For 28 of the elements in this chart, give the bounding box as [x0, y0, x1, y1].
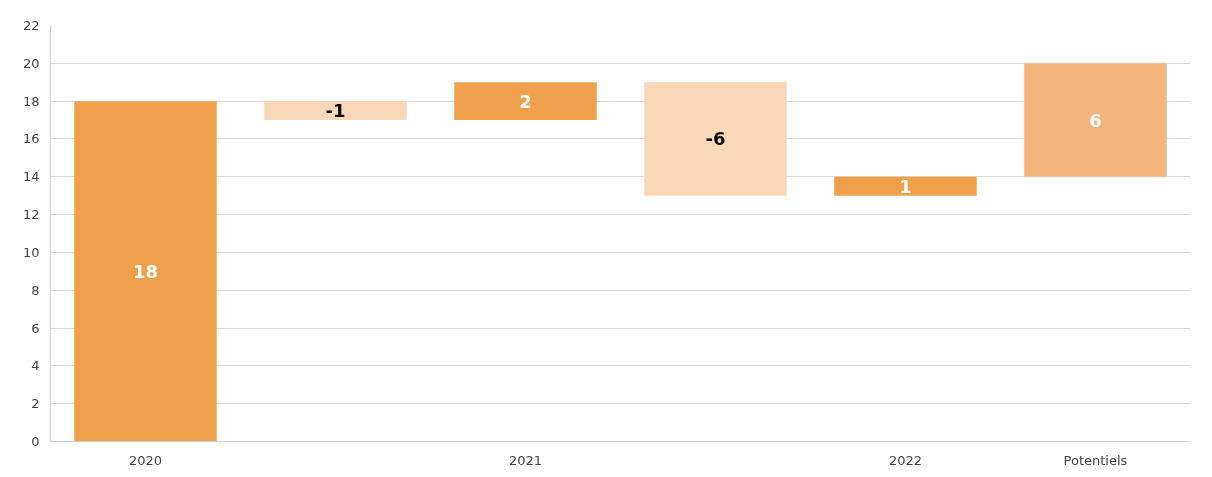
- y-tick-label: 2: [31, 396, 40, 412]
- y-tick-label: 14: [22, 169, 40, 185]
- bar: [264, 101, 407, 121]
- bar: [454, 82, 597, 121]
- y-tick-label: 18: [22, 93, 40, 109]
- y-tick-label: 8: [31, 282, 40, 298]
- data-label: 2: [519, 90, 532, 112]
- bar: [1024, 63, 1167, 177]
- y-tick-label: 4: [31, 358, 40, 374]
- bar: [834, 176, 977, 196]
- data-label: 6: [1089, 109, 1102, 131]
- bar: [644, 82, 787, 196]
- x-tick-label: 2021: [508, 452, 543, 468]
- y-tick-label: 20: [22, 55, 40, 71]
- x-tick-label: Potentiels: [1063, 452, 1128, 468]
- x-tick-label: 2020: [128, 452, 163, 468]
- data-label: -6: [705, 128, 726, 150]
- y-tick-label: 22: [22, 18, 40, 33]
- data-label: 1: [899, 175, 912, 197]
- y-tick-label: 16: [22, 131, 40, 147]
- data-label: -1: [325, 100, 346, 122]
- x-tick-label: 2022: [888, 452, 923, 468]
- data-label: 18: [132, 260, 159, 282]
- y-tick-label: 6: [31, 320, 40, 336]
- y-tick-label: 0: [31, 434, 40, 449]
- y-tick-label: 10: [22, 244, 40, 260]
- y-tick-label: 12: [22, 207, 40, 223]
- bar: [74, 101, 217, 442]
